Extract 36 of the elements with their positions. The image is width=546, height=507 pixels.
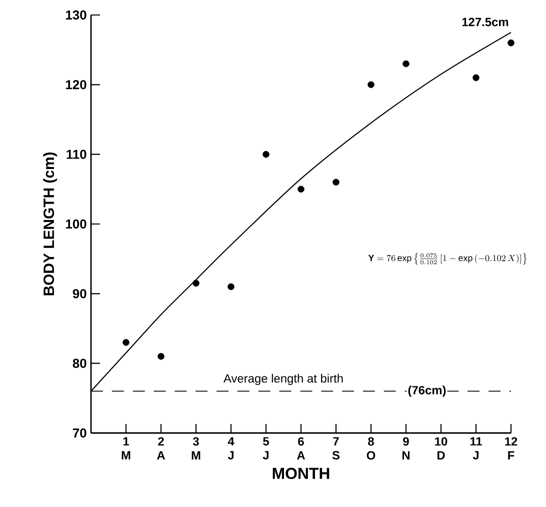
ref-line-label: (76cm) <box>408 386 446 397</box>
y-tick-label: 130 <box>66 10 86 20</box>
y-tick-label: 110 <box>66 150 86 159</box>
point <box>402 60 410 68</box>
x-tick-label: 5 J <box>262 437 269 460</box>
point <box>508 39 514 46</box>
annotation: Average length at birth <box>223 374 343 386</box>
y-tick-label: 90 <box>72 289 86 298</box>
x-tick-label: 3 M <box>192 437 200 460</box>
y-tick-label: 120 <box>66 80 86 90</box>
x-tick-label: 9 N <box>402 437 410 460</box>
point <box>158 352 164 360</box>
point <box>122 339 130 346</box>
x-tick-label: 10 D <box>435 437 448 460</box>
y-axis-title: BODY LENGTH (cm) <box>43 152 58 296</box>
point <box>332 178 340 186</box>
x-tick-label: 7 S <box>332 437 340 460</box>
point <box>228 283 234 290</box>
x-tick-label: 11 J <box>470 437 482 460</box>
x-tick-label: 6 A <box>296 437 305 460</box>
x-tick-label: 4 J <box>228 437 234 460</box>
annotation: $\mathbf{Y} = 76\,\mathrm{exp}\left\{\frac{0.075}{0.102}\left[1-\mathrm{exp}\,(-0.102\,X)\right]\right\}$ <box>368 252 527 265</box>
x-tick-label: 12 F <box>505 437 518 460</box>
point <box>192 280 200 287</box>
point <box>472 74 480 82</box>
y-tick-label: 70 <box>72 428 86 438</box>
y-tick-label: 100 <box>66 219 86 229</box>
y-tick-label: 80 <box>72 358 86 368</box>
x-tick-label: 1 M <box>122 437 130 460</box>
point <box>262 150 270 158</box>
annotation: 127.5cm <box>462 18 508 26</box>
point <box>368 81 374 88</box>
point <box>298 186 304 193</box>
x-tick-label: 2 A <box>156 437 165 460</box>
x-axis-title: MONTH <box>272 468 330 480</box>
x-tick-label: 8 O <box>366 437 376 460</box>
